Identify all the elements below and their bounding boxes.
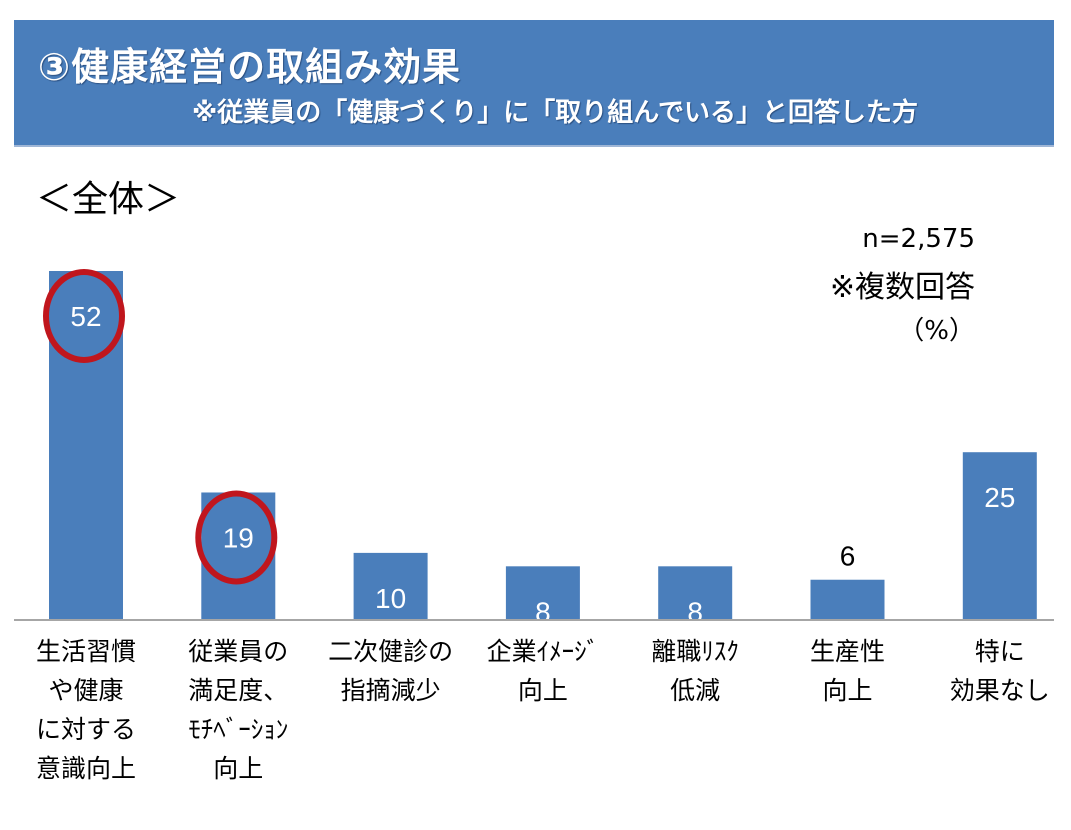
- bar: [201, 492, 276, 620]
- category-label: 企業ｲﾒｰｼﾞ 向上: [486, 637, 600, 705]
- bar: [505, 566, 580, 620]
- data-label: 6: [840, 541, 856, 572]
- bar: [353, 552, 428, 620]
- highlight-circle: [43, 269, 125, 363]
- category-label: 生産性 向上: [809, 637, 885, 705]
- title-banner: ③健康経営の取組み効果 ※従業員の「健康づくり」に「取り組んでいる」と回答した方: [14, 20, 1054, 147]
- category-label: 特に 効果なし: [949, 637, 1050, 705]
- data-label: 25: [984, 482, 1015, 513]
- unit-label: （%）: [898, 316, 975, 346]
- bar: [658, 566, 733, 620]
- category-label: 離職ﾘｽｸ 低減: [651, 637, 739, 705]
- data-label: 8: [535, 596, 551, 627]
- highlight-circle: [195, 490, 278, 585]
- bar: [962, 452, 1037, 620]
- data-label: 8: [687, 596, 703, 627]
- data-label: 10: [375, 583, 406, 614]
- chart-title: ③健康経営の取組み効果: [38, 45, 462, 89]
- multiple-answer-note: ※複数回答: [829, 270, 975, 305]
- category-label: 二次健診の 指摘減少: [328, 637, 454, 705]
- bar: [810, 579, 885, 620]
- category-label: 生活習慣 や健康 に対する 意識向上: [35, 637, 136, 783]
- sample-size: n=2,575: [862, 224, 975, 254]
- data-label: 52: [70, 301, 101, 332]
- category-label: 従業員の 満足度、 ﾓﾁﾍﾞｰｼｮﾝ 向上: [188, 637, 289, 783]
- data-label: 19: [223, 522, 254, 553]
- scope-label: ＜全体＞: [36, 179, 181, 220]
- chart-subtitle: ※従業員の「健康づくり」に「取り組んでいる」と回答した方: [192, 98, 918, 128]
- bar: [49, 271, 123, 620]
